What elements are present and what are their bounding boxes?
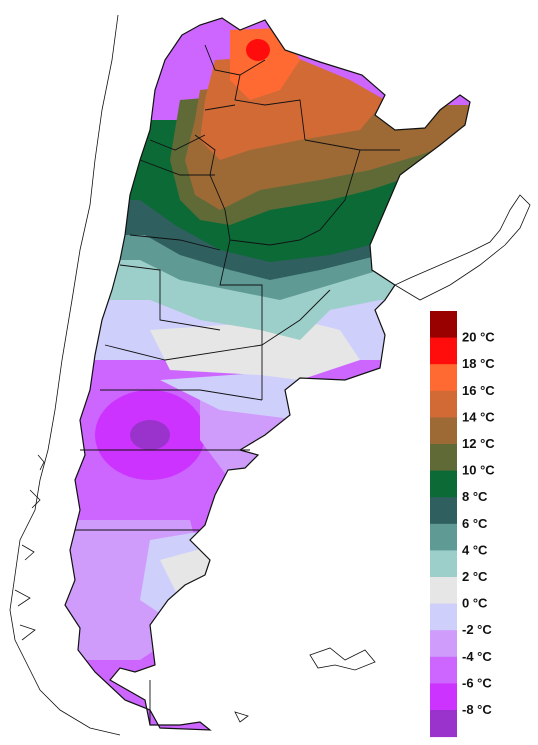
legend-swatch bbox=[430, 444, 457, 472]
legend-label: -8 °C bbox=[462, 702, 492, 717]
legend-label: 2 °C bbox=[462, 569, 488, 584]
islands-outline bbox=[234, 647, 376, 723]
legend-swatch bbox=[430, 364, 457, 392]
chile-coast-detail bbox=[14, 454, 45, 641]
legend-swatch bbox=[430, 417, 457, 445]
legend-label: -6 °C bbox=[462, 675, 492, 690]
legend-swatch bbox=[430, 523, 457, 551]
legend-swatch bbox=[430, 311, 457, 339]
legend-swatch bbox=[430, 550, 457, 578]
neighbor-outlines bbox=[9, 14, 531, 736]
legend-label: -2 °C bbox=[462, 622, 492, 637]
legend-label: 16 °C bbox=[462, 383, 495, 398]
legend: 20 °C 18 °C 16 °C 14 °C 12 °C 10 °C 8 °C 6 °C 4 … bbox=[430, 311, 495, 738]
legend-label: 14 °C bbox=[462, 409, 495, 424]
legend-swatch bbox=[430, 603, 457, 631]
legend-label: 18 °C bbox=[462, 356, 495, 371]
legend-swatch bbox=[430, 390, 457, 418]
legend-swatch bbox=[430, 470, 457, 498]
legend-label: 12 °C bbox=[462, 436, 495, 451]
chile-west-coast bbox=[9, 14, 121, 736]
legend-swatch bbox=[430, 656, 457, 684]
legend-label: 6 °C bbox=[462, 516, 488, 531]
legend-label: 0 °C bbox=[462, 596, 488, 611]
legend-swatch bbox=[430, 630, 457, 658]
legend-label: -4 °C bbox=[462, 649, 492, 664]
legend-label: 20 °C bbox=[462, 330, 495, 345]
legend-swatch bbox=[430, 577, 457, 605]
legend-label: 8 °C bbox=[462, 489, 488, 504]
legend-label: 4 °C bbox=[462, 542, 488, 557]
legend-swatch bbox=[430, 337, 457, 365]
province-borders bbox=[75, 44, 400, 725]
legend-swatch bbox=[430, 710, 457, 738]
legend-swatch bbox=[430, 683, 457, 711]
legend-label: 10 °C bbox=[462, 463, 495, 478]
legend-swatch bbox=[430, 497, 457, 525]
uruguay-outline bbox=[394, 194, 531, 301]
